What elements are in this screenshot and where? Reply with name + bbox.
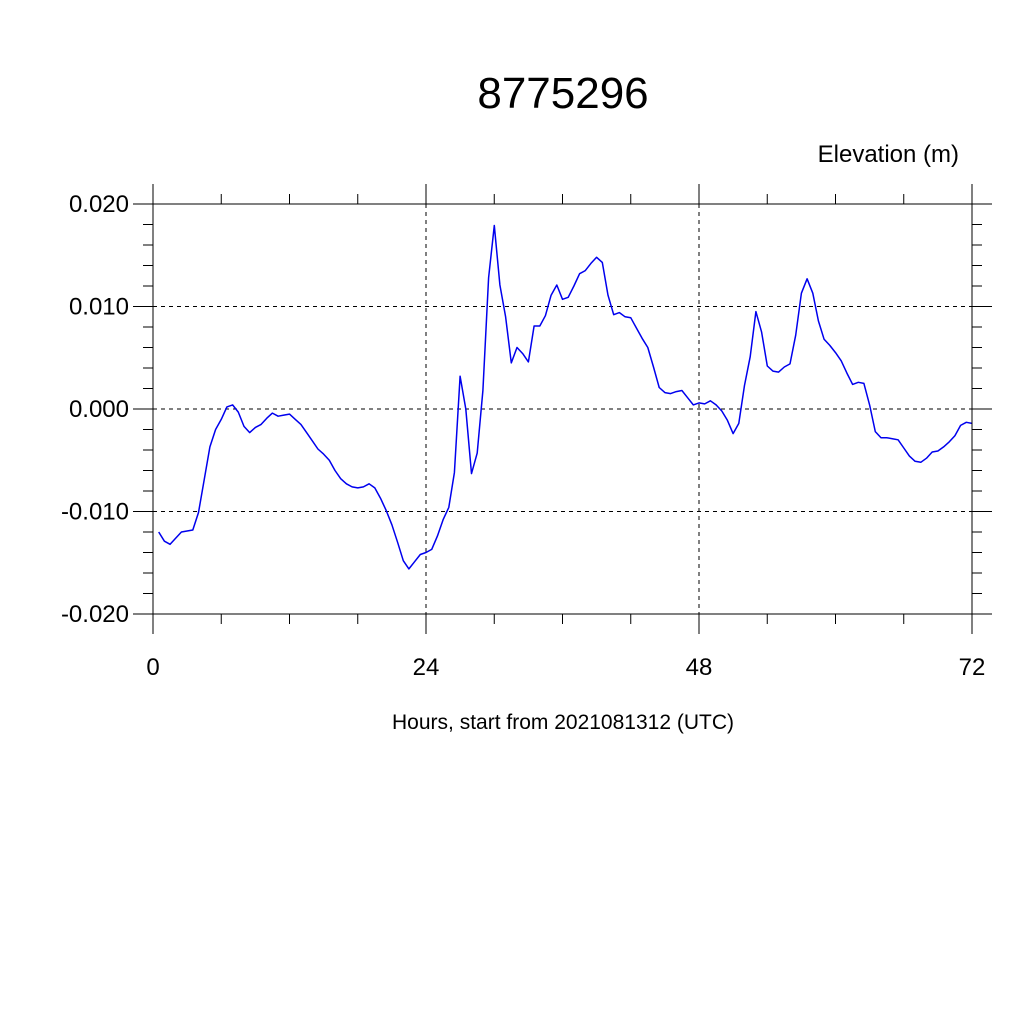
y-tick-label: 0.020: [69, 191, 129, 218]
chart-title: 8775296: [477, 69, 648, 118]
series-line: [158, 224, 973, 570]
x-tick-label: 72: [959, 654, 986, 681]
tick-labels: -0.020 -0.010 0.000 0.010 0.020 0 24 48 72: [61, 191, 985, 681]
x-tick-label: 48: [686, 654, 713, 681]
y-axis-label: Elevation (m): [818, 141, 959, 168]
x-axis-label: Hours, start from 2021081312 (UTC): [392, 711, 734, 734]
series-layer: [158, 224, 973, 570]
y-tick-label: -0.020: [61, 601, 129, 628]
y-tick-label: 0.010: [69, 294, 129, 321]
y-tick-label: -0.010: [61, 499, 129, 526]
axis-ticks: [133, 184, 992, 634]
x-tick-label: 0: [146, 654, 159, 681]
y-tick-label: 0.000: [69, 396, 129, 423]
x-tick-label: 24: [413, 654, 440, 681]
plot-frame: [152, 203, 973, 615]
